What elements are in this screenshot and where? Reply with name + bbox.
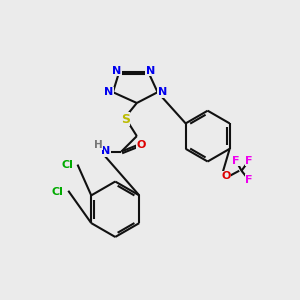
Text: N: N	[146, 66, 155, 76]
Text: F: F	[232, 156, 239, 166]
Text: N: N	[101, 146, 111, 157]
Text: H: H	[94, 140, 103, 150]
Text: Cl: Cl	[61, 160, 74, 170]
Text: N: N	[104, 87, 113, 97]
Text: O: O	[221, 171, 231, 181]
Text: F: F	[245, 156, 253, 166]
Text: Cl: Cl	[52, 187, 63, 196]
Text: F: F	[245, 175, 253, 185]
Text: N: N	[112, 66, 122, 76]
Text: N: N	[158, 87, 167, 97]
Text: S: S	[121, 113, 130, 126]
Text: O: O	[137, 140, 146, 150]
